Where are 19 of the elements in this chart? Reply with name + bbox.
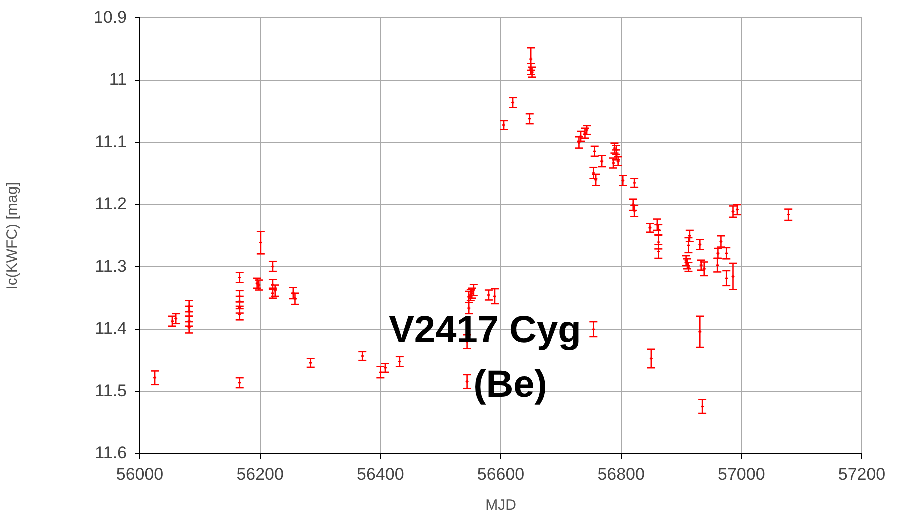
x-tick-label: 56800 — [598, 464, 645, 484]
y-tick-label: 11.4 — [95, 319, 127, 338]
annotation: (Be) — [474, 364, 548, 406]
x-tick-label: 56600 — [477, 464, 525, 484]
x-tick-label: 56200 — [236, 464, 284, 484]
y-tick-label: 11.6 — [95, 444, 127, 463]
x-tick-label: 56400 — [357, 464, 404, 484]
x-tick-label: 56000 — [116, 464, 164, 484]
y-axis-title: Ic(KWFC) [mag] — [4, 182, 22, 290]
x-axis-title: MJD — [486, 497, 517, 514]
y-tick-label: 11 — [109, 70, 127, 90]
annotation: V2417 Cyg — [389, 309, 582, 352]
y-tick-label: 10.9 — [94, 8, 127, 27]
x-tick-label: 57000 — [718, 464, 766, 484]
y-tick-label: 11.1 — [95, 132, 127, 152]
y-tick-label: 11.3 — [95, 256, 127, 276]
y-tick-label: 11.2 — [95, 194, 127, 214]
y-tick-label: 11.5 — [95, 381, 127, 400]
x-tick-label: 57200 — [838, 464, 886, 484]
